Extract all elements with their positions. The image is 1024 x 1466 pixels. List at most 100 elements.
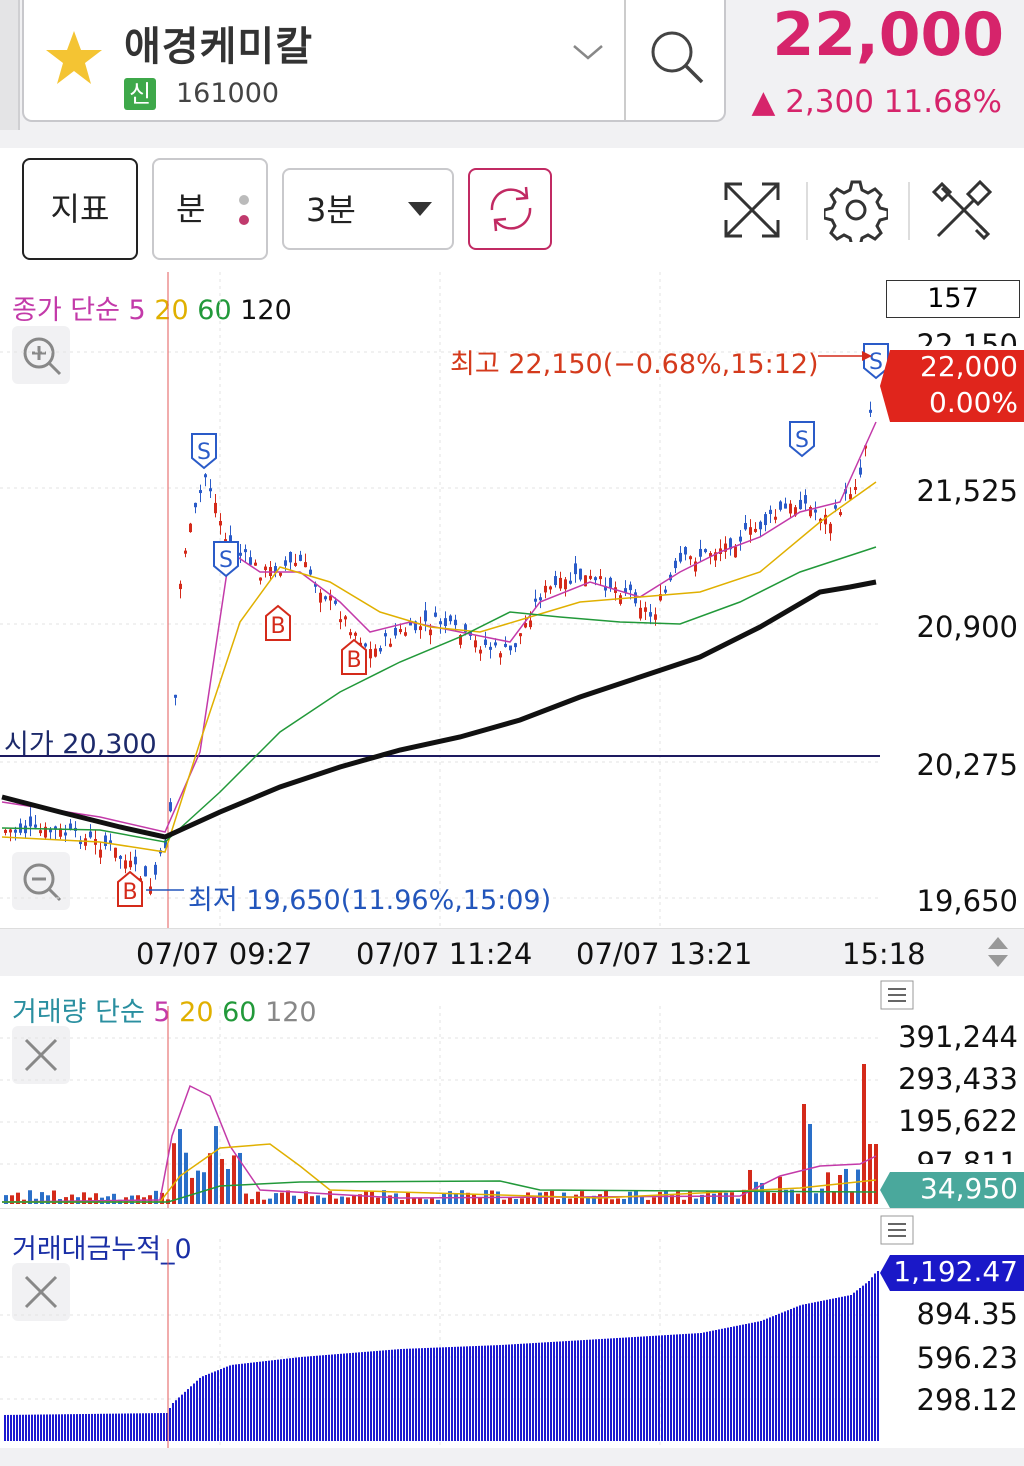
high-annotation: 최고 22,150(−0.68%,15:12) [450, 349, 819, 380]
amount-bar [442, 1347, 444, 1441]
signal-letter: S [795, 428, 809, 453]
amount-bar [790, 1309, 792, 1441]
legend-prefix: 거래량 단순 [12, 997, 145, 1028]
time-axis[interactable]: 07/07 09:27 07/07 11:24 07/07 13:21 15:1… [0, 928, 1024, 978]
candle [429, 629, 432, 636]
y-label-top: 22,150 [888, 330, 1018, 346]
amount-bar [520, 1343, 522, 1441]
candle [579, 568, 582, 580]
volume-bar [436, 1199, 440, 1204]
amount-bar [691, 1333, 693, 1441]
amount-bar [190, 1386, 192, 1441]
y-label: 293,433 [898, 1062, 1018, 1096]
amount-bar [628, 1337, 630, 1441]
amount-bar [619, 1337, 621, 1441]
amount-bar [130, 1413, 132, 1441]
amount-tag-value: 1,192.47 [893, 1255, 1018, 1288]
candle [734, 546, 737, 558]
amount-bar [82, 1414, 84, 1441]
amount-bar [451, 1346, 453, 1441]
close-volume-button[interactable] [12, 1026, 70, 1084]
amount-bar [205, 1375, 207, 1441]
back-tab[interactable] [0, 0, 20, 130]
amount-bar [400, 1349, 402, 1441]
candle [344, 616, 347, 620]
unit-button[interactable]: 분 [152, 158, 268, 260]
amount-bar [694, 1333, 696, 1441]
candle [69, 823, 72, 830]
menu-icon[interactable] [880, 1215, 914, 1245]
amount-bar [754, 1322, 756, 1441]
volume-bar [442, 1193, 446, 1204]
candle [479, 649, 482, 654]
legend-ma60: 60 [222, 997, 257, 1028]
amount-chart-panel[interactable]: 거래대금누적_0 1,192.47 894.35 596.23 298.12 [0, 1208, 1024, 1449]
candle [274, 566, 277, 574]
volume-bar [508, 1197, 512, 1204]
candle [814, 509, 817, 513]
candle [364, 643, 367, 647]
expand-icon[interactable] [720, 178, 784, 242]
amount-tag-shape [880, 1255, 1024, 1291]
refresh-button[interactable] [468, 168, 552, 250]
amount-bar [151, 1413, 153, 1441]
dots-icon [239, 195, 249, 225]
amount-bar [610, 1338, 612, 1441]
amount-bar [805, 1304, 807, 1441]
candle [509, 645, 512, 651]
ma5-line [1, 421, 877, 833]
interval-select[interactable]: 3분 [282, 168, 454, 250]
amount-bar [535, 1342, 537, 1441]
chevron-down-icon[interactable] [570, 40, 606, 64]
candle [409, 622, 412, 626]
buy-signal-icon [265, 604, 291, 641]
amount-bar [646, 1336, 648, 1441]
amount-bar [28, 1414, 30, 1441]
amount-bar [808, 1303, 810, 1441]
amount-bar [769, 1317, 771, 1441]
candle [144, 866, 147, 877]
volume-bar [298, 1198, 302, 1204]
amount-bar [34, 1414, 36, 1441]
tools-icon[interactable] [930, 180, 994, 244]
amount-bar [559, 1341, 561, 1441]
candle [524, 623, 527, 628]
volume-bar [706, 1191, 710, 1204]
amount-bar [592, 1339, 594, 1441]
close-amount-button[interactable] [12, 1263, 70, 1321]
volume-bar [292, 1195, 296, 1204]
amount-bar [58, 1414, 60, 1441]
amount-bar [742, 1324, 744, 1441]
menu-icon[interactable] [880, 980, 914, 1010]
candle [174, 694, 177, 698]
candle [859, 467, 862, 475]
amount-bar [643, 1336, 645, 1441]
amount-bar [733, 1326, 735, 1441]
star-icon[interactable] [44, 28, 104, 88]
zoom-in-button[interactable] [12, 326, 70, 384]
amount-bar [115, 1413, 117, 1441]
candle [44, 826, 47, 838]
search-icon[interactable] [646, 26, 708, 88]
amount-bar [13, 1414, 15, 1441]
y-label: 19,650 [916, 884, 1018, 918]
amount-bar [91, 1413, 93, 1441]
volume-bar [652, 1197, 656, 1204]
gear-icon[interactable] [824, 178, 888, 242]
signal-letter: B [122, 880, 137, 905]
amount-bar [409, 1348, 411, 1441]
volume-bar [94, 1193, 98, 1204]
candle [264, 566, 267, 571]
resize-handle-icon[interactable] [986, 935, 1010, 969]
amount-bar [823, 1300, 825, 1441]
volume-bar [598, 1194, 602, 1204]
amount-bar [352, 1352, 354, 1441]
amount-bar [112, 1413, 114, 1441]
indicator-button[interactable]: 지표 [22, 158, 138, 260]
amount-bar [88, 1413, 90, 1441]
price-chart-panel[interactable]: 종가 단순 5 20 60 120 157 S S S S B B B 최고 22,150(… [0, 272, 1024, 928]
candle [199, 490, 202, 494]
volume-chart-panel[interactable]: 거래량 단순 5 20 60 120 391,244 293,433 195,6… [0, 976, 1024, 1208]
candle-count[interactable]: 157 [886, 280, 1020, 318]
candle [284, 560, 287, 566]
